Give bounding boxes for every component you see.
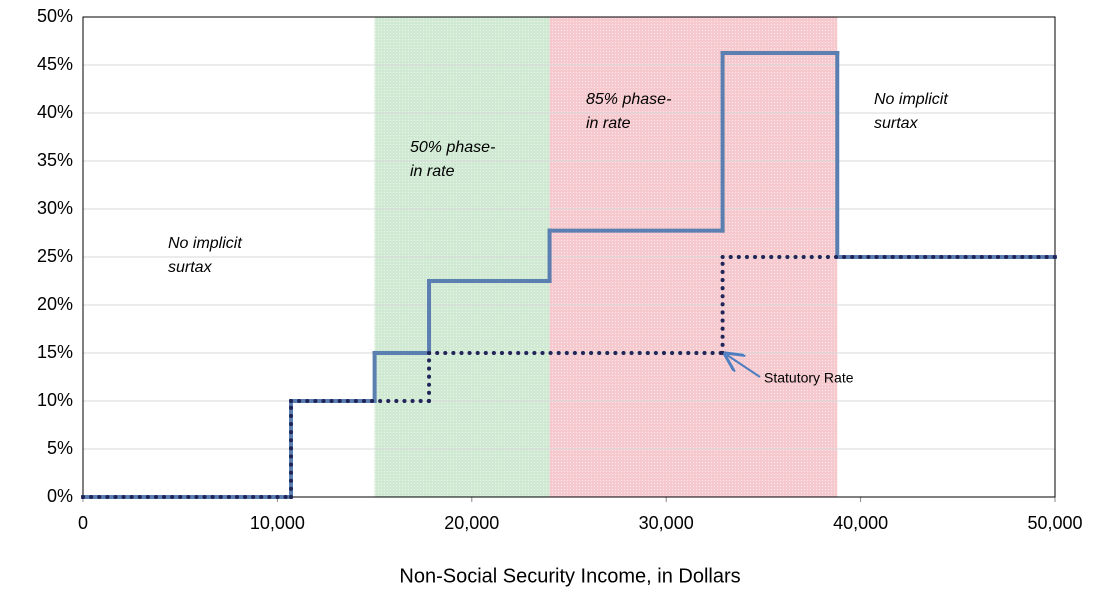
band-label: 50% phase- bbox=[410, 139, 495, 156]
y-tick-label: 15% bbox=[37, 342, 73, 362]
band-label: 85% phase- bbox=[586, 91, 671, 108]
band-label: in rate bbox=[586, 115, 631, 132]
annotation: surtax bbox=[168, 259, 213, 276]
y-tick-label: 10% bbox=[37, 390, 73, 410]
y-tick-label: 40% bbox=[37, 102, 73, 122]
annotation: No implicit bbox=[874, 91, 948, 108]
x-tick-label: 40,000 bbox=[833, 513, 888, 533]
y-tick-label: 30% bbox=[37, 198, 73, 218]
x-tick-label: 50,000 bbox=[1027, 513, 1082, 533]
y-tick-label: 20% bbox=[37, 294, 73, 314]
x-tick-label: 10,000 bbox=[250, 513, 305, 533]
y-tick-label: 45% bbox=[37, 54, 73, 74]
annotation: surtax bbox=[874, 115, 919, 132]
annotation-arrow bbox=[727, 355, 761, 378]
y-tick-label: 0% bbox=[47, 486, 73, 506]
y-tick-label: 5% bbox=[47, 438, 73, 458]
y-tick-label: 25% bbox=[37, 246, 73, 266]
annotation: No implicit bbox=[168, 235, 242, 252]
annotation: Statutory Rate bbox=[764, 370, 854, 386]
x-tick-label: 0 bbox=[78, 513, 88, 533]
band-label: in rate bbox=[410, 163, 455, 180]
y-tick-label: 50% bbox=[37, 6, 73, 26]
x-tick-label: 20,000 bbox=[444, 513, 499, 533]
y-tick-label: 35% bbox=[37, 150, 73, 170]
x-axis-title: Non-Social Security Income, in Dollars bbox=[399, 565, 740, 587]
x-tick-label: 30,000 bbox=[639, 513, 694, 533]
